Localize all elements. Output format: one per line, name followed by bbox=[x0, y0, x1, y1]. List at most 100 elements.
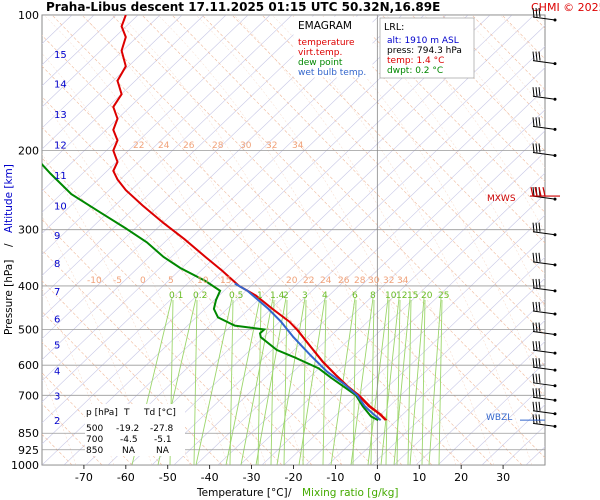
wind-barb-dot bbox=[553, 289, 557, 293]
y-tick-label: 600 bbox=[18, 359, 39, 372]
wind-barb-flag bbox=[532, 358, 535, 368]
wind-barb-flag bbox=[538, 87, 541, 97]
table-cell: NA bbox=[156, 446, 170, 456]
wind-barb-flag bbox=[532, 252, 535, 262]
wind-barb-flag bbox=[535, 358, 538, 368]
wind-barb-flag bbox=[532, 322, 535, 332]
mixing-ratio-line bbox=[393, 297, 411, 465]
dry-adiabat-label: 5 bbox=[168, 276, 174, 286]
skew-grid-line bbox=[283, 214, 545, 465]
skew-grid-line bbox=[327, 256, 545, 465]
y-tick-label: 400 bbox=[18, 280, 39, 293]
wind-barb-dot bbox=[553, 18, 557, 22]
legend-item-temperature: temperature bbox=[298, 38, 355, 48]
wind-barb-flag bbox=[538, 7, 541, 18]
wind-barb-shaft bbox=[532, 349, 556, 354]
wind-barb-dot bbox=[553, 333, 557, 337]
wind-barb-flag bbox=[532, 51, 535, 61]
wind-barb-shaft bbox=[532, 95, 556, 100]
wind-barb-flag bbox=[535, 278, 538, 288]
mixing-ratio-line bbox=[421, 299, 426, 465]
wind-barb-flag bbox=[538, 143, 541, 153]
mixing-ratio-label: 6 bbox=[352, 291, 358, 301]
y-tick-label: 300 bbox=[18, 224, 39, 237]
legend: EMAGRAM temperature virt.temp. dew point… bbox=[293, 16, 373, 78]
wind-barb-flag bbox=[538, 278, 541, 288]
skew-grid-line bbox=[305, 235, 545, 465]
mixing-ratio-line bbox=[409, 297, 425, 465]
mixing-ratio-line bbox=[385, 299, 390, 465]
mixing-ratio-line bbox=[195, 297, 233, 465]
x-axis-label-2: Mixing ratio [g/kg] bbox=[302, 487, 398, 499]
moist-adiabat-line bbox=[233, 15, 495, 465]
mixing-ratio-line bbox=[396, 299, 401, 465]
mixing-ratio-label: 0.5 bbox=[229, 291, 243, 301]
altitude-tick-label: 14 bbox=[54, 80, 67, 91]
wbzl-label: WBZL bbox=[486, 413, 512, 423]
wind-barb-dot bbox=[553, 351, 557, 355]
x-tick-label: 0 bbox=[374, 471, 381, 484]
wind-barb-flag bbox=[538, 401, 541, 411]
y-axis-label: Pressure [hPa] bbox=[3, 260, 15, 335]
dry-adiabat-label: 30 bbox=[240, 141, 252, 151]
x-tick-label: -30 bbox=[243, 471, 261, 484]
mixing-ratio-label: 0.1 bbox=[169, 291, 183, 301]
altitude-tick-label: 15 bbox=[54, 50, 67, 61]
mixing-ratio-line bbox=[270, 299, 275, 465]
wind-barb-flag bbox=[535, 341, 538, 351]
mixing-ratio-line bbox=[428, 297, 442, 465]
skew-grid-line bbox=[42, 15, 161, 129]
mixing-ratio-line bbox=[438, 299, 443, 465]
wind-barb-flag bbox=[535, 117, 538, 127]
moist-adiabat-line bbox=[157, 15, 419, 465]
dry-adiabat-label: 24 bbox=[320, 276, 332, 286]
dry-adiabat-label: 0 bbox=[140, 276, 146, 286]
wind-barb-shaft bbox=[532, 310, 556, 315]
wind-barb-flag bbox=[532, 143, 535, 153]
wind-barb-flag bbox=[538, 117, 541, 127]
wind-barb-flag bbox=[538, 222, 541, 232]
wind-barb-shaft bbox=[532, 231, 556, 236]
legend-item-virt-temp: virt.temp. bbox=[298, 48, 342, 58]
skew-grid-line bbox=[42, 15, 139, 108]
wind-barb-flag bbox=[535, 143, 538, 153]
skew-grid-line bbox=[42, 15, 205, 171]
wind-barb-flag bbox=[538, 373, 541, 383]
wind-barb-shaft bbox=[532, 331, 556, 336]
legend-item-wet-bulb: wet bulb temp. bbox=[298, 68, 366, 78]
level-table: p [hPa] T Td [°C] 500 -19.2 -27.8 700 -4… bbox=[85, 404, 185, 456]
mxws-label: MXWS bbox=[487, 194, 516, 204]
lrl-alt: alt: 1910 m ASL bbox=[387, 36, 459, 46]
mixing-ratio-line bbox=[225, 297, 261, 465]
x-axis-label: Temperature [°C] bbox=[196, 487, 288, 499]
series-virt-temp- bbox=[272, 308, 388, 421]
wind-barb-flag bbox=[535, 87, 538, 97]
lrl-temp: temp: 1.4 °C bbox=[387, 56, 444, 66]
wind-barb-dot bbox=[553, 398, 557, 402]
mixing-ratio-line bbox=[229, 299, 234, 465]
wind-barb-shaft bbox=[532, 422, 556, 427]
mixing-ratio-label: 10 bbox=[385, 291, 397, 301]
mixing-ratio-label: 2 bbox=[283, 291, 289, 301]
skew-grid-line bbox=[42, 15, 403, 361]
y-tick-label: 1000 bbox=[11, 459, 39, 472]
table-header-td: Td [°C] bbox=[143, 408, 176, 418]
dry-adiabat-label: -5 bbox=[113, 276, 122, 286]
wind-barb-dot bbox=[553, 384, 557, 388]
altitude-tick-label: 8 bbox=[54, 259, 60, 270]
x-tick-label: -50 bbox=[159, 471, 177, 484]
skew-grid-line bbox=[173, 109, 545, 465]
altitude-tick-label: 9 bbox=[54, 231, 60, 242]
x-axis-label-separator: / bbox=[288, 487, 292, 499]
x-tick-label: 30 bbox=[496, 471, 510, 484]
y-tick-label: 200 bbox=[18, 144, 39, 157]
wind-barb-column bbox=[520, 7, 560, 428]
moist-adiabat-line bbox=[461, 15, 545, 113]
skew-grid-line bbox=[42, 15, 447, 403]
dry-adiabat-label: 28 bbox=[212, 141, 224, 151]
mxws-barb-flag bbox=[538, 186, 542, 197]
series-layer bbox=[42, 15, 388, 422]
skew-grid-line bbox=[42, 15, 359, 318]
dry-adiabat-label: 24 bbox=[158, 141, 170, 151]
